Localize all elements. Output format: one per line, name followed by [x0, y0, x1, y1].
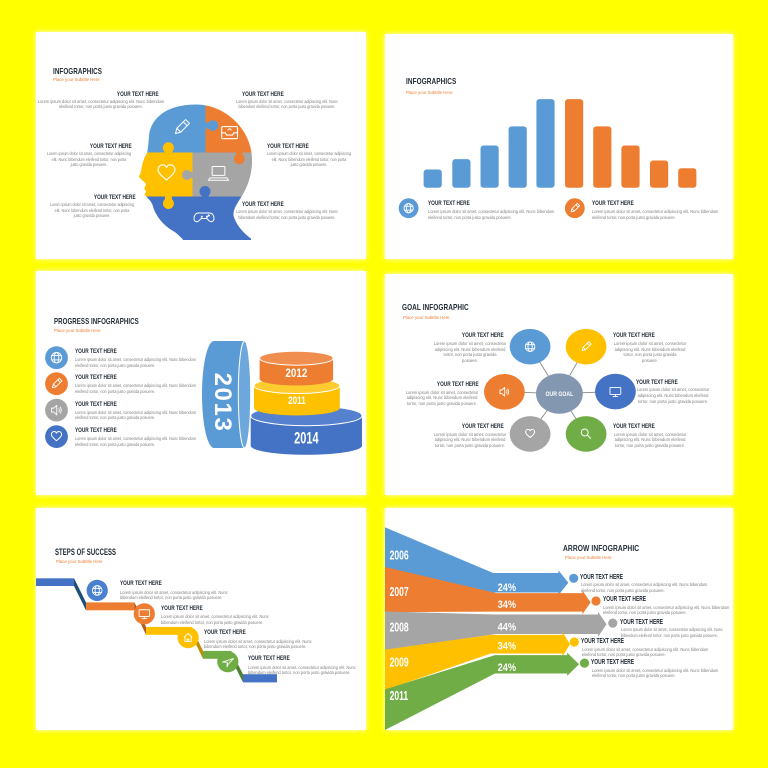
svg-text:2012: 2012 — [285, 367, 307, 380]
svg-text:2007: 2007 — [390, 586, 409, 600]
svg-text:44%: 44% — [498, 622, 516, 634]
svg-text:2006: 2006 — [390, 549, 409, 563]
svg-text:2009: 2009 — [390, 656, 409, 670]
svg-text:2014: 2014 — [294, 429, 318, 448]
svg-text:2008: 2008 — [390, 621, 409, 635]
svg-text:OUR GOAL: OUR GOAL — [546, 391, 574, 398]
svg-text:34%: 34% — [498, 599, 516, 611]
svg-text:24%: 24% — [498, 662, 516, 674]
svg-text:2013: 2013 — [209, 373, 236, 433]
svg-text:34%: 34% — [498, 641, 516, 653]
svg-text:2011: 2011 — [390, 690, 409, 704]
svg-text:24%: 24% — [498, 582, 516, 594]
svg-text:2011: 2011 — [288, 395, 306, 408]
